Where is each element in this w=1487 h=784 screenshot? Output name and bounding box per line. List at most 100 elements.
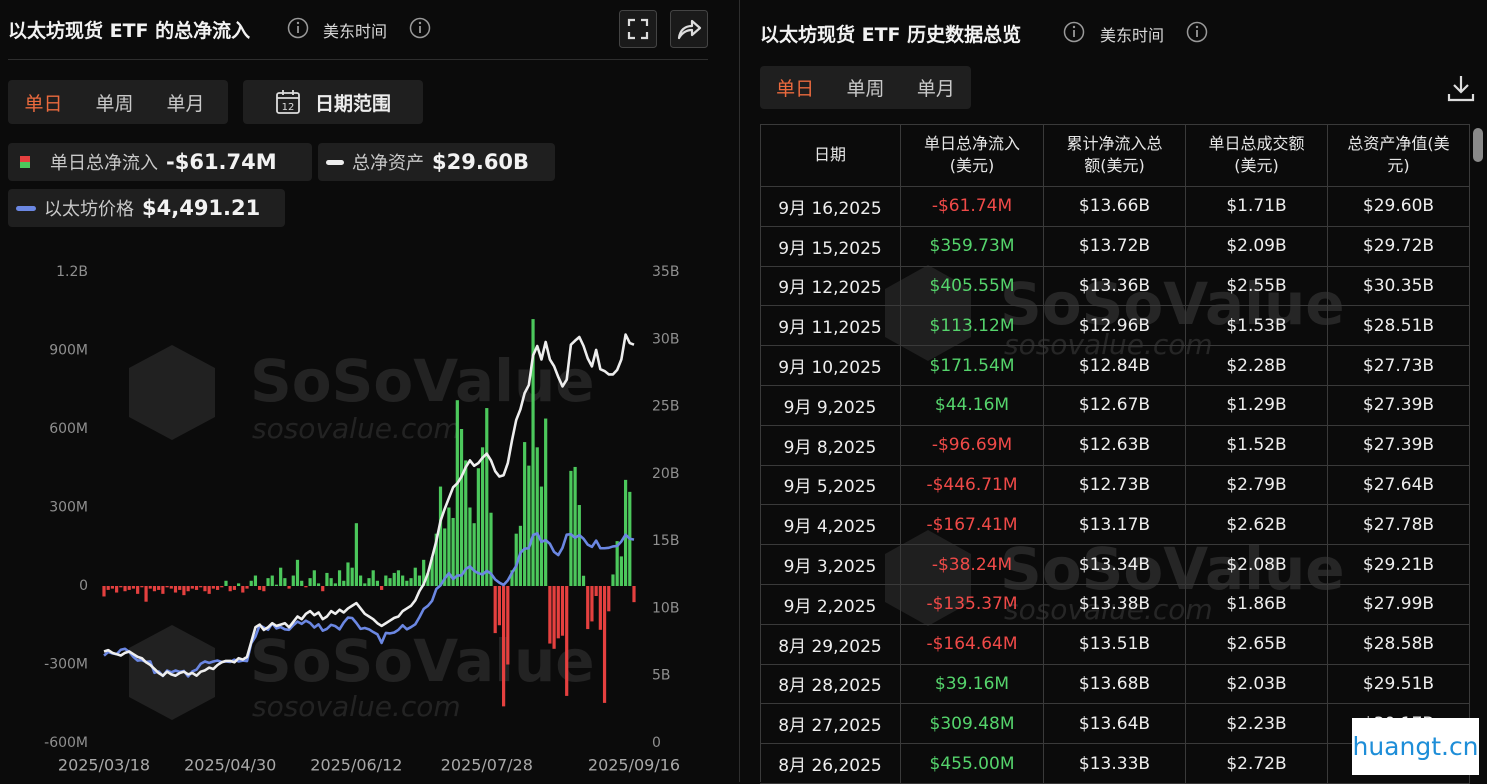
date: 8月 28,2025 [778,676,882,697]
watermark-site: sosovalue.com [1004,593,1213,626]
date: 9月 8,2025 [783,437,877,458]
bar [560,586,565,636]
cell-value: -$164.64M [926,634,1018,655]
scrollbar[interactable] [1473,128,1483,162]
date: 9月 16,2025 [778,198,882,219]
period-tabs: 单日 单周 单月 [760,66,971,109]
bar [459,429,464,586]
table-cell: $12.84B [1044,346,1186,386]
cell-value: $13.72B [1078,236,1151,257]
bar [480,447,485,586]
bar [241,586,245,593]
tab[interactable]: 单月 [916,78,955,100]
table-cell: 9月 12,2025 [760,266,901,307]
table-cell: 8月 29,2025 [760,624,901,665]
table-cell: 9月 11,2025 [760,306,901,347]
header-text: 总资产净值(美 [1347,134,1450,153]
cell-value: $13.66B [1078,196,1151,217]
table-cell: 9月 16,2025 [760,187,901,227]
cell-value: $29.72B [1362,236,1435,257]
tab[interactable]: 单日 [24,92,63,115]
y2-tick-label: 20B [652,466,679,482]
y-tick-label: 900M [49,343,88,359]
table-cell: -$61.74M [901,187,1044,227]
info-icon[interactable] [1063,21,1085,43]
bar [127,586,131,590]
table-header-cell: 总资产净值(美 元) [1328,124,1470,187]
bar [337,570,342,586]
bar [136,586,140,594]
x-tick-label: 2025/04/30 [184,756,276,775]
bar [346,562,350,586]
info-icon[interactable] [287,17,309,39]
cell-value: $2.28B [1226,355,1287,376]
bar [152,586,157,592]
table-header-cell: 日期 [760,124,901,187]
table-cell: -$164.64M [901,624,1044,665]
cell-value: $2.08B [1226,554,1287,575]
legend-value: $4,491.21 [142,196,261,220]
tab[interactable]: 单月 [166,92,205,115]
cell-value: $27.73B [1362,355,1435,376]
bar [413,567,417,586]
bar [304,586,308,588]
info-icon[interactable] [409,17,431,39]
bar [291,575,295,586]
table-cell: 9月 2,2025 [760,585,901,625]
y-tick-label: -600M [44,735,88,751]
cell-value: $2.09B [1226,236,1287,257]
table-cell: $27.39B [1328,386,1470,426]
cell-value: $1.29B [1226,395,1287,416]
bar [485,408,489,586]
fullscreen-button[interactable] [619,10,657,48]
x-tick-label: 2025/06/12 [310,756,402,775]
cell-value: $13.38B [1078,594,1151,615]
table-cell: $1.52B [1186,425,1328,466]
timezone: 美东时间 [323,22,388,41]
tab[interactable]: 单日 [776,78,815,100]
bar [581,575,586,586]
tab[interactable]: 单周 [846,78,885,100]
download-button[interactable] [1446,73,1476,103]
legend-item[interactable]: 总净资产 $29.60B [318,143,555,181]
bar [110,586,115,589]
header-text: 元) [1387,156,1410,175]
bar [523,442,527,586]
header-text: (美元) [949,156,995,175]
badge-text: huangt.cn [1352,732,1479,761]
table-header-cell: 累计净流入总 额(美元) [1044,124,1186,187]
bar [115,586,119,593]
table-cell: 9月 5,2025 [760,465,901,506]
date-range-button[interactable]: 12 日期范围 [243,80,423,124]
cell-value: $29.60B [1362,196,1435,217]
cell-value: $1.86B [1226,594,1287,615]
cell-value: $13.17B [1078,514,1151,535]
legend-value: -$61.74M [166,150,277,174]
legend-value: $29.60B [432,150,530,174]
bar [270,575,274,586]
legend-name: 总净资产 [352,153,424,174]
bar [426,572,430,586]
legend-item[interactable]: 单日总净流入 -$61.74M [8,143,312,181]
legend-item[interactable]: 以太坊价格 $4,491.21 [8,189,285,227]
bar [623,479,628,586]
cell-value: $28.51B [1362,315,1435,336]
share-button[interactable] [670,10,708,48]
info-icon[interactable] [1186,21,1208,43]
tab[interactable]: 单周 [95,92,134,115]
y-tick-label: 1.2B [56,264,88,280]
date: 8月 27,2025 [778,716,882,737]
cell-value: $1.71B [1226,196,1287,217]
watermark-logo [885,265,971,361]
table-cell: $1.53B [1186,306,1328,347]
bar [140,586,144,588]
table-cell: $13.72B [1044,226,1186,267]
bar [249,580,253,586]
date: 9月 4,2025 [783,517,877,538]
cell-value: -$167.41M [926,514,1018,535]
cell-value: $2.23B [1226,713,1287,734]
y2-tick-label: 30B [652,331,679,347]
header-text: 单日总成交额 [1208,134,1305,153]
header-text: 日期 [813,145,846,164]
bar [409,578,413,586]
